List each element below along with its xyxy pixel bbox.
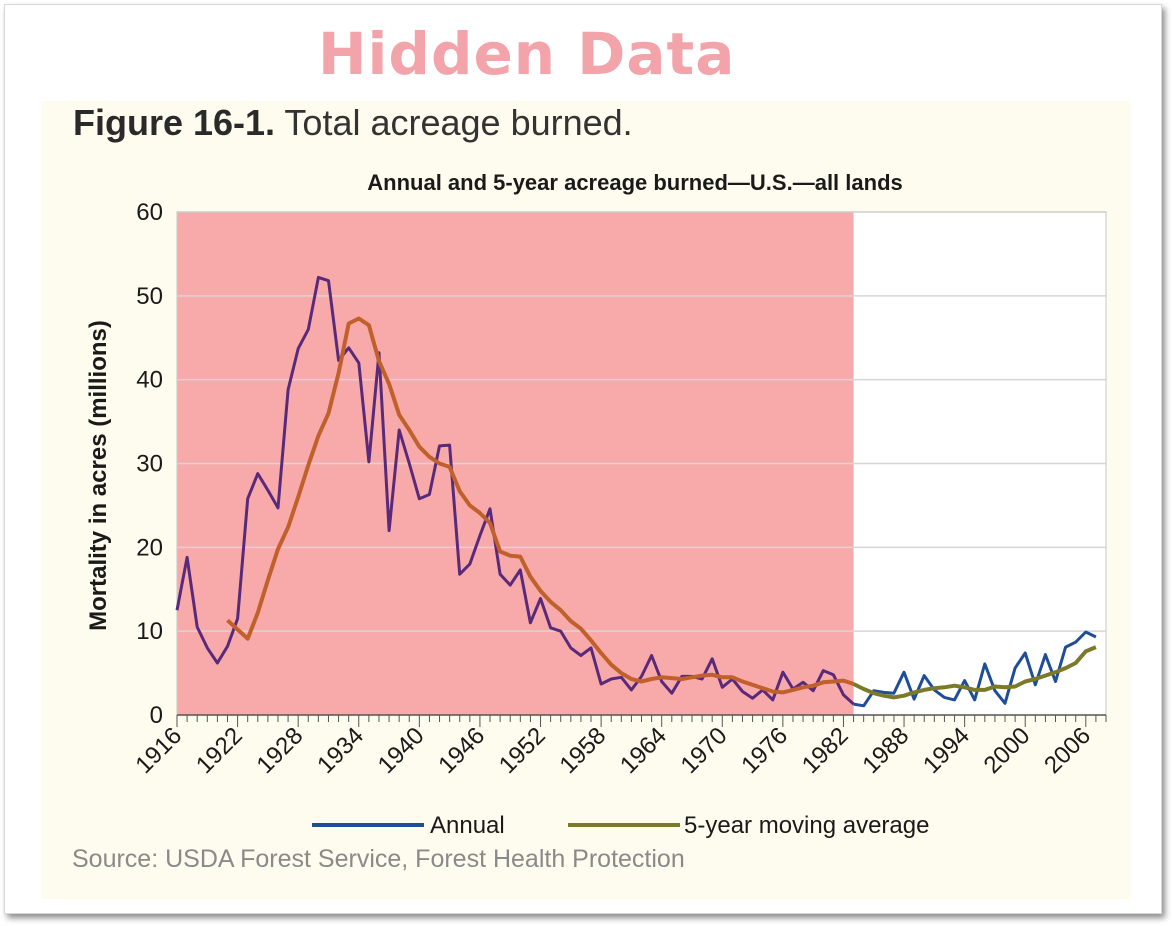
x-tick-label: 1970 [676, 722, 733, 779]
figure-label: Figure 16-1. [73, 102, 276, 143]
x-tick-label: 1994 [918, 722, 975, 779]
x-axis: 1916 1922 1928 1934 1940 1946 1952 1958 1964 1970… [130, 714, 1107, 779]
x-tick-label: 1958 [555, 722, 612, 779]
x-tick-label: 1916 [130, 722, 187, 779]
y-tick-label: 0 [150, 702, 163, 729]
x-tick-label: 2006 [1039, 722, 1096, 779]
legend: Annual 5-year moving average [312, 812, 929, 839]
y-tick-label: 20 [136, 534, 163, 561]
series-annual-highlighted [175, 275, 855, 706]
y-tick-label: 60 [136, 199, 163, 226]
x-tick-label: 1940 [373, 722, 430, 779]
series-layer [175, 275, 1097, 708]
series-annual [853, 630, 1097, 708]
legend-annual-label: Annual [430, 812, 505, 839]
x-tick-label: 1988 [857, 722, 914, 779]
x-tick-label: 2000 [979, 722, 1036, 779]
x-tick-label: 1946 [433, 722, 490, 779]
chart-title: Annual and 5-year acreage burned—U.S.—al… [367, 170, 903, 195]
series-5-year-moving-average-highlighted [226, 316, 855, 695]
y-tick-label: 30 [136, 451, 163, 478]
figure-caption: Total acreage burned. [284, 102, 633, 143]
x-tick-label: 1928 [252, 722, 309, 779]
x-tick-label: 1922 [191, 722, 248, 779]
hidden-data-stamp: Hidden Data [318, 20, 736, 88]
x-tick-label: 1976 [736, 722, 793, 779]
series-5-year-moving-average [852, 645, 1097, 700]
y-tick-label: 40 [136, 367, 163, 394]
source-note: Source: USDA Forest Service, Forest Heal… [72, 845, 685, 873]
x-tick-label: 1964 [615, 722, 672, 779]
y-axis-label: Mortality in acres (millions) [85, 320, 112, 631]
x-tick-label: 1982 [797, 722, 854, 779]
x-tick-label: 1952 [494, 722, 551, 779]
y-axis: 0 10 20 30 40 50 60 [136, 199, 163, 729]
y-tick-label: 10 [136, 618, 163, 645]
legend-moving-average-label: 5-year moving average [684, 812, 929, 839]
figure-title: Figure 16-1. Total acreage burned. [73, 101, 633, 145]
x-tick-label: 1934 [312, 722, 369, 779]
y-tick-label: 50 [136, 283, 163, 310]
